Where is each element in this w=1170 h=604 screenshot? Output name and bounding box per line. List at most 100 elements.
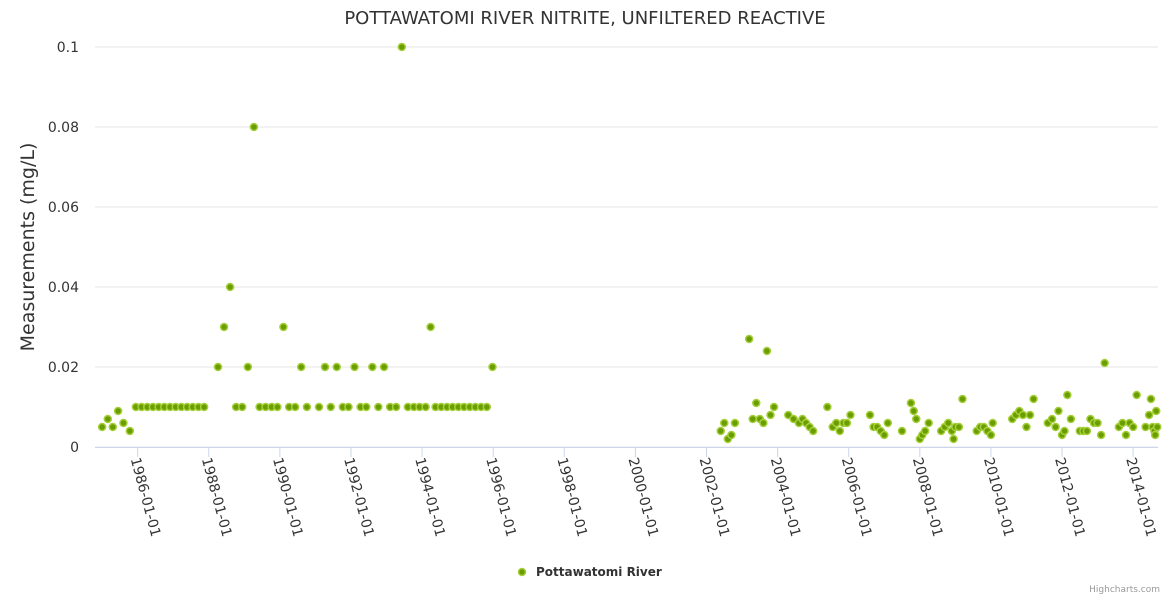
data-point[interactable]	[906, 398, 916, 408]
legend-marker[interactable]	[517, 567, 527, 577]
data-point[interactable]	[1121, 430, 1131, 440]
data-point[interactable]	[846, 410, 855, 420]
data-point[interactable]	[1029, 394, 1038, 404]
data-point[interactable]	[988, 418, 997, 428]
x-tick-label: 2010-01-01	[980, 456, 1017, 539]
data-point[interactable]	[769, 402, 779, 412]
data-point[interactable]	[213, 362, 223, 372]
data-point[interactable]	[920, 426, 930, 436]
data-point[interactable]	[958, 394, 967, 404]
data-point[interactable]	[1144, 410, 1154, 420]
data-point[interactable]	[332, 362, 342, 372]
data-point[interactable]	[1022, 422, 1031, 432]
data-point[interactable]	[808, 426, 818, 436]
data-point[interactable]	[397, 42, 407, 52]
data-point[interactable]	[426, 322, 435, 332]
data-point[interactable]	[1047, 414, 1057, 424]
y-tick-label: 0.06	[48, 200, 79, 216]
data-point[interactable]	[374, 402, 383, 412]
data-point[interactable]	[344, 402, 353, 412]
data-point[interactable]	[748, 414, 757, 424]
data-point[interactable]	[766, 410, 775, 420]
data-point[interactable]	[362, 402, 371, 412]
data-point[interactable]	[744, 334, 754, 344]
data-point[interactable]	[716, 426, 725, 436]
legend-item-pottawatomi-river[interactable]: Pottawatomi River	[536, 565, 662, 579]
data-point[interactable]	[125, 426, 135, 436]
data-point[interactable]	[290, 402, 300, 412]
data-point[interactable]	[1082, 426, 1092, 436]
data-point[interactable]	[1093, 418, 1102, 428]
data-point[interactable]	[832, 418, 841, 428]
data-point[interactable]	[103, 414, 113, 424]
data-point[interactable]	[379, 362, 389, 372]
data-point[interactable]	[1100, 358, 1109, 368]
data-point[interactable]	[762, 346, 772, 356]
data-point[interactable]	[1018, 410, 1028, 420]
data-point[interactable]	[1153, 422, 1162, 432]
data-point[interactable]	[97, 422, 107, 432]
data-point[interactable]	[237, 402, 247, 412]
data-point[interactable]	[1063, 390, 1072, 400]
x-tick-label: 2002-01-01	[696, 456, 733, 539]
x-axis: 1986-01-01 1988-01-01 1990-01-01 1992-01-01…	[95, 447, 1159, 539]
data-point[interactable]	[391, 402, 401, 412]
data-point[interactable]	[243, 362, 253, 372]
data-point[interactable]	[1118, 418, 1127, 428]
data-point[interactable]	[924, 418, 933, 428]
data-point[interactable]	[1146, 394, 1156, 404]
data-point[interactable]	[835, 426, 845, 436]
data-point[interactable]	[842, 418, 852, 428]
data-point[interactable]	[1066, 414, 1076, 424]
data-point[interactable]	[273, 402, 282, 412]
data-point[interactable]	[954, 422, 964, 432]
data-point[interactable]	[727, 430, 736, 440]
data-point[interactable]	[119, 418, 128, 428]
data-point[interactable]	[909, 406, 919, 416]
data-point[interactable]	[883, 418, 893, 428]
credits-link[interactable]: Highcharts.com	[1089, 585, 1160, 595]
data-point[interactable]	[421, 402, 430, 412]
data-point[interactable]	[986, 430, 996, 440]
data-point[interactable]	[1132, 390, 1141, 400]
data-point[interactable]	[759, 418, 768, 428]
data-point[interactable]	[1060, 426, 1069, 436]
data-point[interactable]	[1151, 406, 1161, 416]
data-point[interactable]	[1150, 430, 1160, 440]
data-point[interactable]	[219, 322, 229, 332]
data-point[interactable]	[368, 362, 377, 372]
data-point[interactable]	[326, 402, 335, 412]
data-point[interactable]	[949, 434, 958, 444]
data-point[interactable]	[1054, 406, 1063, 416]
data-point[interactable]	[113, 406, 123, 416]
data-point[interactable]	[249, 122, 259, 132]
data-point[interactable]	[302, 402, 312, 412]
data-point[interactable]	[1096, 430, 1106, 440]
legend[interactable]: Pottawatomi River	[517, 565, 662, 579]
data-point[interactable]	[880, 430, 889, 440]
data-point[interactable]	[108, 422, 118, 432]
data-point[interactable]	[225, 282, 235, 292]
data-point[interactable]	[720, 418, 729, 428]
data-point[interactable]	[482, 402, 492, 412]
data-point[interactable]	[350, 362, 359, 372]
data-point[interactable]	[823, 402, 832, 412]
data-point[interactable]	[320, 362, 330, 372]
x-tick-label: 2008-01-01	[909, 456, 946, 539]
data-point[interactable]	[488, 362, 497, 372]
data-point[interactable]	[897, 426, 907, 436]
data-point[interactable]	[1141, 422, 1150, 432]
data-point[interactable]	[199, 402, 209, 412]
data-point[interactable]	[911, 414, 921, 424]
data-point[interactable]	[752, 398, 761, 408]
data-point[interactable]	[1051, 422, 1060, 432]
data-point[interactable]	[1025, 410, 1035, 420]
data-point[interactable]	[1128, 422, 1138, 432]
data-point[interactable]	[943, 418, 953, 428]
data-point[interactable]	[279, 322, 288, 332]
data-point[interactable]	[314, 402, 324, 412]
data-point[interactable]	[730, 418, 740, 428]
data-point[interactable]	[296, 362, 306, 372]
data-point[interactable]	[865, 410, 875, 420]
